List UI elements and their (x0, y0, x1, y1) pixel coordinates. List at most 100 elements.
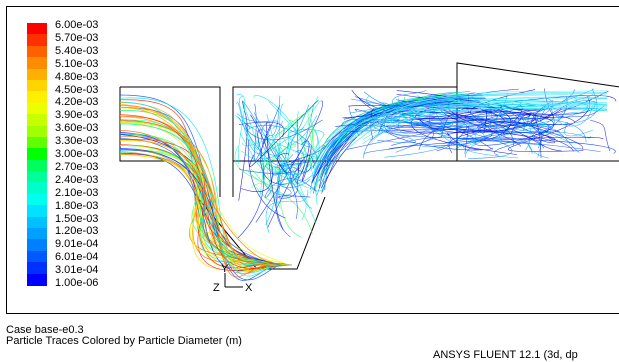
particle-trace (119, 138, 282, 266)
particle-trace (288, 120, 314, 166)
colormap-tick-label: 5.40e-03 (55, 44, 99, 57)
colormap-swatch (27, 79, 47, 92)
colormap-swatch (27, 102, 47, 115)
particle-trace (363, 104, 608, 140)
colormap-tick-label: 4.20e-03 (55, 96, 99, 109)
solver-version: ANSYS FLUENT 12.1 (3d, dp (433, 349, 578, 361)
colormap-tick-label: 3.60e-03 (55, 122, 99, 135)
graphics-window[interactable]: Y Z X 6.00e-03 5.70e-03 5.40e-03 5.10e-03 4.… (6, 6, 619, 314)
particle-trace (253, 95, 318, 206)
particle-trace (369, 108, 608, 145)
particle-trace (119, 114, 291, 269)
particle-trace (352, 124, 556, 144)
particle-trace (267, 135, 298, 220)
particle-trace (119, 153, 263, 266)
particle-trace (392, 90, 427, 125)
particle-trace (408, 109, 499, 131)
particle-trace (119, 153, 280, 266)
particle-trace (277, 154, 311, 188)
geometry-edge (119, 87, 167, 162)
particle-trace (358, 93, 608, 134)
colormap-swatch (27, 239, 47, 252)
particle-trace (295, 100, 323, 135)
particle-trace (508, 96, 590, 152)
case-name: Case base-e0.3 (6, 324, 84, 336)
geometry-outline (119, 62, 619, 270)
colormap-tick-label: 3.30e-03 (55, 135, 99, 148)
particle-trace (258, 132, 296, 173)
colormap-tick-label: 3.01e-04 (55, 264, 99, 277)
particle-trace (119, 99, 290, 269)
particle-trace (320, 107, 478, 189)
particle-trace (353, 102, 608, 140)
info-panel: Case base-e0.3 Particle Traces Colored b… (0, 314, 619, 362)
colormap-tick-label: 3.00e-03 (55, 148, 99, 161)
colormap-swatch (27, 205, 47, 218)
particle-trace (119, 152, 287, 266)
particle-trace (119, 123, 270, 266)
particle-trace (251, 168, 274, 202)
colormap-swatch (27, 148, 47, 161)
particle-trace (265, 189, 309, 233)
colormap-tick-label: 9.01e-04 (55, 238, 99, 251)
particle-trace (267, 154, 315, 228)
colormap-swatch (27, 159, 47, 172)
colormap-swatch (27, 45, 47, 58)
particle-trace (377, 131, 416, 143)
geometry-edge (196, 196, 326, 270)
particle-trace (281, 119, 299, 183)
x-axis-label: X (245, 282, 253, 294)
colormap-swatch (27, 262, 47, 275)
particle-trace (366, 95, 564, 137)
particle-trace (477, 121, 551, 149)
particle-trace (496, 114, 539, 127)
colormap-tick-label: 5.70e-03 (55, 31, 99, 44)
particle-trace (274, 166, 291, 238)
colormap-tick-label: 2.40e-03 (55, 173, 99, 186)
colormap-tick-label: 6.01e-04 (55, 251, 99, 264)
particle-trace (236, 94, 246, 164)
particle-trace (418, 106, 537, 134)
particle-trace (255, 100, 323, 223)
particle-trace (119, 135, 286, 266)
y-axis-label: Y (221, 263, 229, 275)
colormap-tick-label: 1.20e-03 (55, 225, 99, 238)
colormap-swatch (27, 91, 47, 104)
particle-trace (443, 131, 592, 144)
particle-trace (564, 122, 593, 137)
particle-trace-scene[interactable]: Y Z X (7, 7, 619, 314)
colormap-tick-label: 4.80e-03 (55, 70, 99, 83)
particle-traces (119, 88, 617, 281)
plot-title: Particle Traces Colored by Particle Diam… (6, 335, 242, 347)
colormap-swatch (27, 171, 47, 184)
colormap-swatch (27, 57, 47, 70)
colormap-swatch (27, 23, 47, 35)
colormap-tick-label: 1.50e-03 (55, 212, 99, 225)
colormap-swatch (27, 273, 47, 286)
particle-trace (266, 122, 284, 231)
colormap-swatch (27, 182, 47, 195)
particle-trace (277, 144, 317, 224)
particle-trace (448, 108, 488, 154)
colormap-tick-label: 4.50e-03 (55, 83, 99, 96)
particle-trace (278, 180, 311, 199)
particle-trace (282, 159, 307, 220)
particle-trace (245, 125, 317, 158)
particle-trace (119, 148, 270, 266)
particle-trace (388, 119, 478, 130)
axis-triad: Y Z X (213, 263, 253, 294)
particle-trace (352, 100, 608, 136)
particle-trace (416, 103, 589, 121)
colormap-tick-label: 5.10e-03 (55, 57, 99, 70)
particle-trace (335, 104, 608, 141)
colormap-tick-label: 3.90e-03 (55, 109, 99, 122)
particle-trace (297, 140, 310, 178)
colormap-tick-label: 6.00e-03 (55, 19, 99, 31)
particle-trace (119, 110, 289, 277)
colormap-swatch (27, 228, 47, 241)
particle-trace (494, 117, 550, 156)
particle-trace (289, 161, 313, 191)
particle-trace (238, 100, 248, 201)
particle-trace (464, 137, 533, 158)
